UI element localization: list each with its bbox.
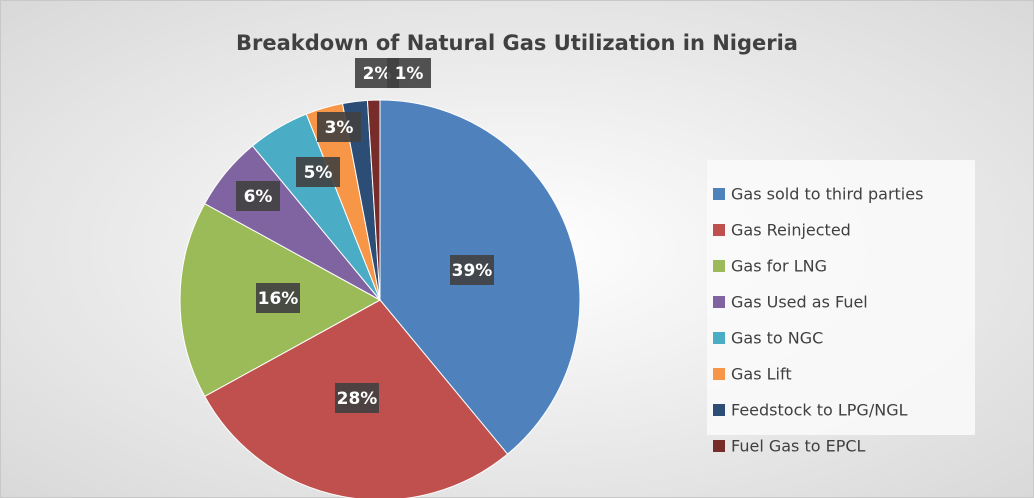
data-label-box: [236, 181, 280, 211]
data-label: 5%: [304, 163, 333, 183]
data-label-box: [317, 112, 361, 142]
legend-label: Fuel Gas to EPCL: [731, 437, 866, 456]
data-label: 6%: [244, 187, 273, 207]
pie-slice: [366, 99, 381, 301]
data-label: 39%: [452, 261, 493, 281]
legend-swatch: [713, 440, 725, 452]
legend-box: [707, 160, 975, 435]
legend-label: Gas sold to third parties: [731, 185, 923, 204]
data-label-box: [335, 383, 379, 413]
legend-label: Gas Lift: [731, 365, 792, 384]
data-label: 28%: [337, 389, 378, 409]
data-label-box: [450, 255, 494, 285]
legend-swatch: [713, 368, 725, 380]
legend-swatch: [713, 296, 725, 308]
data-label: 3%: [325, 118, 354, 138]
data-label-box: [387, 58, 431, 88]
legend-swatch: [713, 188, 725, 200]
data-label-box: [296, 157, 340, 187]
legend-label: Gas Used as Fuel: [731, 293, 868, 312]
legend-label: Gas Reinjected: [731, 221, 851, 240]
chart-title: Breakdown of Natural Gas Utilization in …: [236, 31, 798, 55]
legend-label: Feedstock to LPG/NGL: [731, 401, 908, 420]
legend-swatch: [713, 260, 725, 272]
data-label: 2%: [363, 64, 392, 84]
legend-swatch: [713, 224, 725, 236]
data-label: 16%: [258, 289, 299, 309]
legend-label: Gas for LNG: [731, 257, 827, 276]
data-label-box: [256, 283, 300, 313]
legend-swatch: [713, 404, 725, 416]
data-label: 1%: [395, 64, 424, 84]
legend-label: Gas to NGC: [731, 329, 823, 348]
legend-swatch: [713, 332, 725, 344]
